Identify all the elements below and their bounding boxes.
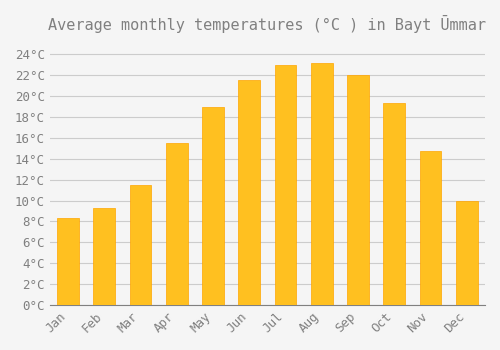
Bar bbox=[202, 107, 224, 305]
Bar bbox=[94, 208, 115, 305]
Title: Average monthly temperatures (°C ) in Bayt Ūmmar: Average monthly temperatures (°C ) in Ba… bbox=[48, 15, 486, 33]
Bar bbox=[420, 152, 442, 305]
Bar bbox=[456, 201, 477, 305]
Bar bbox=[166, 143, 188, 305]
Bar bbox=[384, 104, 405, 305]
Bar bbox=[347, 75, 369, 305]
Bar bbox=[274, 65, 296, 305]
Bar bbox=[130, 185, 152, 305]
Bar bbox=[57, 218, 79, 305]
Bar bbox=[311, 63, 332, 305]
Bar bbox=[238, 80, 260, 305]
